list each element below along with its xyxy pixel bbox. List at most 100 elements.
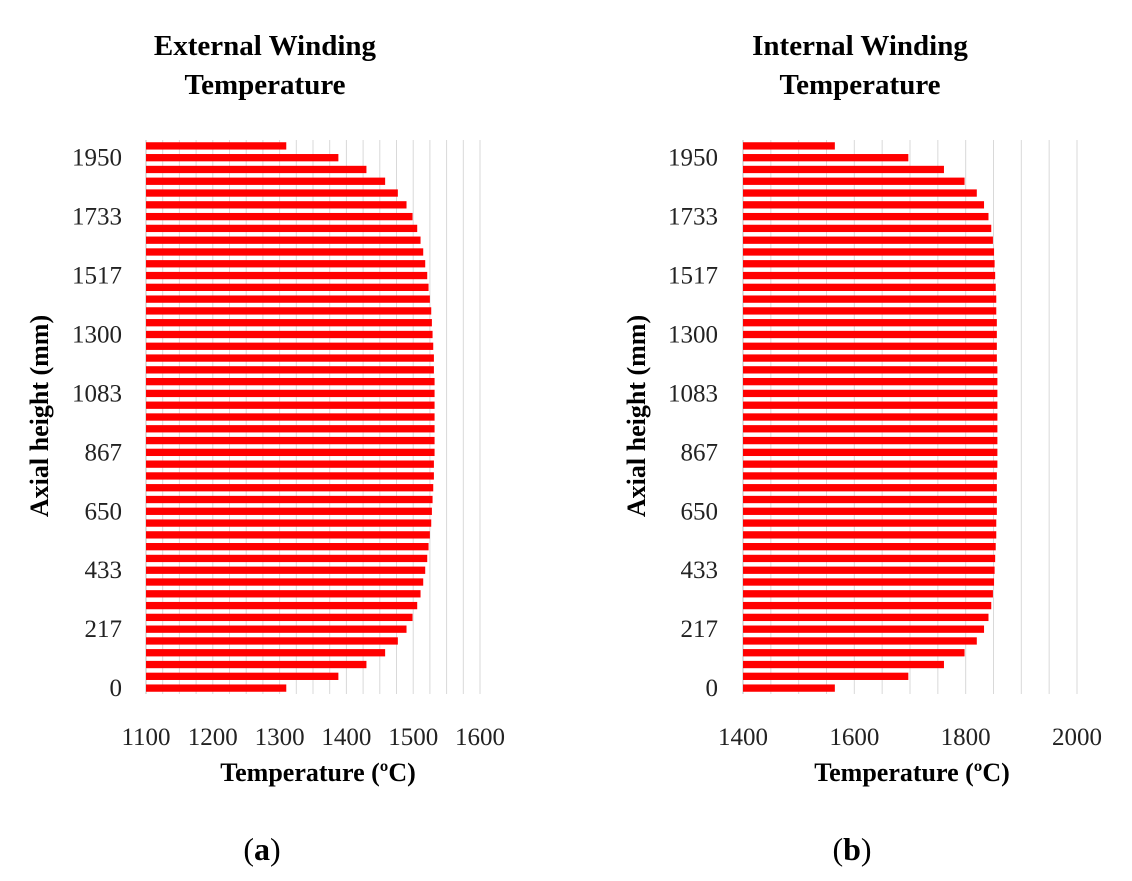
- bar: [146, 531, 430, 539]
- bar-series: [743, 142, 998, 692]
- bar: [146, 389, 435, 398]
- x-tick-label: 1600: [455, 724, 505, 751]
- bar: [146, 165, 367, 174]
- bar: [146, 295, 430, 303]
- y-tick-label: 217: [681, 616, 719, 643]
- bar: [146, 201, 407, 209]
- bar: [146, 307, 432, 315]
- bar: [743, 507, 997, 515]
- bar: [743, 472, 997, 480]
- bar-series: [146, 142, 435, 692]
- y-tick-label: 0: [706, 675, 719, 702]
- y-tick-label: 1083: [668, 380, 718, 407]
- chart-title-line-1: External Winding: [154, 30, 377, 62]
- y-tick-label: 867: [681, 439, 719, 466]
- y-tick-label: 867: [85, 439, 123, 466]
- bar: [146, 637, 398, 645]
- bar: [743, 613, 989, 622]
- bar: [743, 543, 996, 551]
- bar: [146, 672, 339, 680]
- bar: [146, 354, 434, 362]
- y-axis-label: Axial height (mm): [25, 315, 54, 517]
- x-tick-label: 1100: [121, 724, 170, 751]
- bar: [743, 484, 997, 492]
- y-tick-label: 1083: [72, 380, 122, 407]
- bar: [743, 413, 998, 421]
- y-tick-label: 1950: [668, 145, 718, 172]
- bar: [743, 154, 909, 162]
- bar: [743, 248, 995, 256]
- bar: [743, 672, 909, 680]
- bar: [146, 366, 434, 374]
- bar: [146, 566, 426, 574]
- bar: [146, 212, 413, 221]
- x-tick-label: 1200: [188, 724, 238, 751]
- x-tick-labels: 1100 1200 1300 1400 1500 1600: [121, 724, 505, 751]
- bar: [146, 590, 421, 598]
- y-tick-label: 433: [85, 557, 123, 584]
- y-tick-label: 1517: [668, 263, 718, 290]
- bar: [743, 307, 997, 315]
- x-axis-label: Temperature (ºC): [814, 758, 1010, 787]
- bar: [146, 578, 424, 586]
- bar: [743, 566, 995, 574]
- bar: [743, 601, 992, 610]
- bar: [743, 142, 835, 150]
- bar: [743, 660, 944, 669]
- chart-title-line-2: Temperature: [184, 69, 345, 101]
- x-tick-label: 1600: [829, 724, 879, 751]
- caption-letter: a: [254, 831, 270, 867]
- y-tick-labels: 0 217 433 650 867 1083 1300 1517 1733 1950: [72, 145, 122, 702]
- bar: [146, 224, 418, 233]
- x-tick-label: 1500: [388, 724, 438, 751]
- bar: [743, 425, 998, 433]
- bar: [146, 613, 413, 622]
- y-tick-label: 1300: [668, 321, 718, 348]
- bar: [743, 224, 992, 233]
- bar: [743, 625, 985, 633]
- x-tick-label: 1400: [718, 724, 768, 751]
- x-tick-label: 1400: [321, 724, 371, 751]
- bar: [743, 649, 965, 657]
- bar: [146, 448, 435, 457]
- y-tick-label: 650: [85, 498, 123, 525]
- bar: [743, 177, 965, 185]
- bar: [743, 330, 997, 339]
- bar: [146, 684, 287, 692]
- bar: [743, 578, 995, 586]
- bar: [146, 236, 421, 244]
- bar: [146, 248, 424, 256]
- bar: [743, 684, 835, 692]
- bar: [146, 660, 367, 669]
- bar: [146, 507, 432, 515]
- bar: [146, 625, 407, 633]
- bar: [146, 342, 434, 350]
- bar: [743, 283, 996, 291]
- y-tick-label: 1517: [72, 263, 122, 290]
- subfigure-caption-b: (b): [832, 831, 871, 867]
- y-tick-label: 433: [681, 557, 719, 584]
- bar: [146, 319, 432, 327]
- bar: [146, 401, 435, 409]
- bar: [146, 330, 433, 339]
- x-tick-label: 1800: [941, 724, 991, 751]
- bar: [146, 484, 434, 492]
- bar: [743, 212, 989, 221]
- bar: [146, 177, 386, 185]
- y-tick-label: 650: [681, 498, 719, 525]
- bar: [146, 436, 435, 445]
- bar: [743, 389, 998, 398]
- x-tick-label: 2000: [1052, 724, 1102, 751]
- bar: [146, 283, 429, 291]
- bar: [743, 354, 997, 362]
- bar: [146, 377, 435, 386]
- bar: [146, 260, 426, 268]
- y-tick-label: 1950: [72, 145, 122, 172]
- bar: [743, 377, 998, 386]
- bar: [146, 472, 434, 480]
- bar: [146, 460, 434, 468]
- bar: [146, 142, 287, 150]
- bar: [146, 543, 429, 551]
- bar: [743, 201, 985, 209]
- bar: [743, 165, 944, 174]
